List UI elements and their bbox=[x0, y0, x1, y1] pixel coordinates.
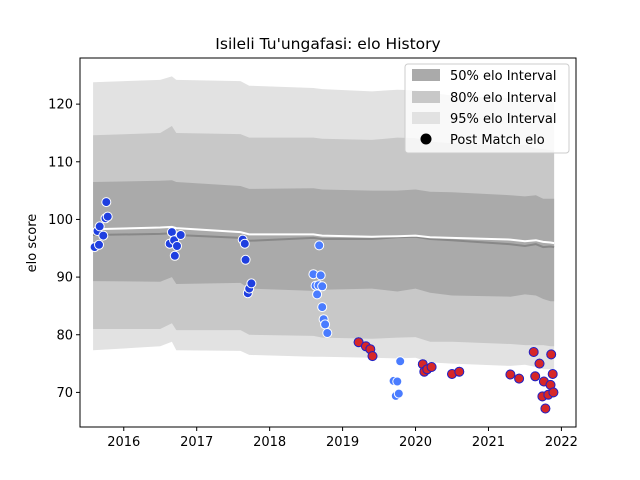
post-match-point bbox=[314, 240, 325, 251]
legend-label-80: 80% elo Interval bbox=[450, 91, 557, 106]
post-match-point bbox=[315, 270, 326, 281]
x-tick-label: 2022 bbox=[545, 435, 578, 450]
legend-marker-post-match bbox=[420, 133, 432, 145]
post-match-point bbox=[94, 239, 104, 250]
x-tick-label: 2020 bbox=[399, 435, 432, 450]
post-match-point bbox=[94, 221, 105, 232]
y-tick-label: 80 bbox=[56, 328, 73, 343]
post-match-point bbox=[317, 302, 328, 313]
post-match-point bbox=[169, 250, 180, 261]
axes-frame bbox=[79, 57, 577, 428]
post-match-point-edge bbox=[454, 366, 465, 377]
post-match-point bbox=[322, 328, 333, 338]
legend-swatch-95 bbox=[412, 112, 440, 124]
axes: 2016 2017 2018 2019 2020 2021 2022 70 80 90 100 110… bbox=[48, 57, 578, 450]
post-match-point bbox=[320, 319, 331, 330]
post-match-point bbox=[101, 197, 112, 208]
post-match-point-edge bbox=[505, 369, 516, 380]
y-axis-label: elo score bbox=[25, 214, 40, 273]
post-match-point bbox=[240, 254, 251, 265]
post-match-point bbox=[102, 211, 113, 222]
legend-label-50: 50% elo Interval bbox=[450, 69, 557, 84]
post-match-point bbox=[175, 230, 186, 240]
post-match-point bbox=[166, 227, 177, 238]
post-match-point-edge bbox=[547, 369, 558, 379]
y-tick-label: 100 bbox=[48, 213, 73, 228]
post-match-point-edge bbox=[534, 358, 545, 369]
post-match-point-edge bbox=[367, 351, 378, 362]
post-match-point bbox=[395, 356, 406, 367]
legend-swatch-80 bbox=[412, 91, 440, 103]
legend-swatch-50 bbox=[412, 69, 440, 81]
post-match-point-edge bbox=[548, 387, 559, 398]
legend-label-95: 95% elo Interval bbox=[450, 112, 557, 127]
post-match-point bbox=[98, 230, 109, 241]
post-match-point-edge bbox=[426, 362, 437, 372]
chart-title: Isileli Tu'ungafasi: elo History bbox=[215, 35, 440, 53]
post-match-point bbox=[172, 241, 182, 251]
legend: 50% elo Interval 80% elo Interval 95% el… bbox=[404, 63, 570, 154]
post-match-point bbox=[246, 278, 257, 289]
post-match-point bbox=[392, 376, 403, 387]
post-match-point-edge bbox=[540, 403, 551, 414]
x-tick-label: 2017 bbox=[180, 435, 213, 450]
legend-label-post-match: Post Match elo bbox=[450, 133, 545, 148]
post-match-point-edge bbox=[528, 347, 539, 357]
post-match-point bbox=[239, 238, 250, 249]
post-match-point-edge bbox=[546, 349, 557, 360]
x-tick-label: 2019 bbox=[326, 435, 359, 450]
mean-line bbox=[93, 225, 555, 245]
post-match-point-edge bbox=[514, 373, 525, 384]
post-match-point-edge bbox=[530, 371, 541, 382]
y-tick-label: 70 bbox=[56, 386, 73, 401]
post-match-point bbox=[393, 388, 404, 399]
x-tick-label: 2018 bbox=[253, 435, 286, 450]
post-match-point bbox=[312, 289, 323, 300]
post-match-point bbox=[317, 281, 328, 292]
x-tick-label: 2021 bbox=[472, 435, 505, 450]
legend-box bbox=[404, 63, 570, 154]
y-tick-label: 90 bbox=[56, 271, 73, 286]
band-50 bbox=[93, 180, 555, 302]
y-tick-label: 110 bbox=[48, 155, 73, 170]
x-tick-label: 2016 bbox=[107, 435, 140, 450]
y-tick-label: 120 bbox=[48, 98, 73, 113]
